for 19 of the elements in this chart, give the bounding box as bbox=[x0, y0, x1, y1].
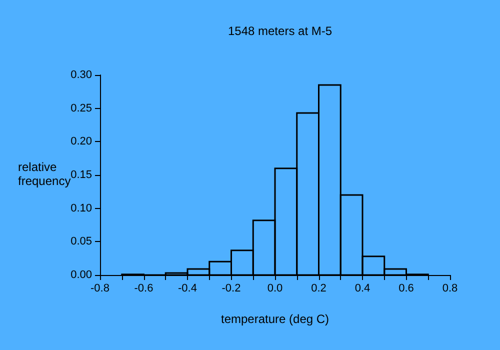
x-tick-label: -0.4 bbox=[178, 282, 197, 294]
x-tick-label: 0.2 bbox=[311, 282, 326, 294]
y-tick-label: 0.30 bbox=[70, 69, 92, 81]
y-tick-label: 0.15 bbox=[70, 169, 92, 181]
x-tick-label: 0.0 bbox=[267, 282, 283, 294]
x-tick-label: 0.8 bbox=[442, 282, 458, 294]
y-axis-title: relative frequency bbox=[18, 160, 71, 188]
x-tick-label: -0.8 bbox=[90, 282, 110, 294]
y-tick-label: 0.10 bbox=[70, 202, 92, 214]
y-tick-label: 0.20 bbox=[70, 136, 92, 148]
x-tick-label: 0.6 bbox=[398, 282, 414, 294]
y-tick-label: 0.00 bbox=[70, 269, 92, 281]
y-tick-label: 0.25 bbox=[70, 102, 92, 114]
x-tick-label: -0.2 bbox=[222, 282, 241, 294]
x-axis-title: temperature (deg C) bbox=[220, 312, 330, 326]
y-tick-label: 0.05 bbox=[70, 236, 92, 248]
x-tick-label: -0.6 bbox=[134, 282, 154, 294]
chart-title: 1548 meters at M-5 bbox=[228, 24, 332, 38]
x-tick-label: 0.4 bbox=[354, 282, 370, 294]
